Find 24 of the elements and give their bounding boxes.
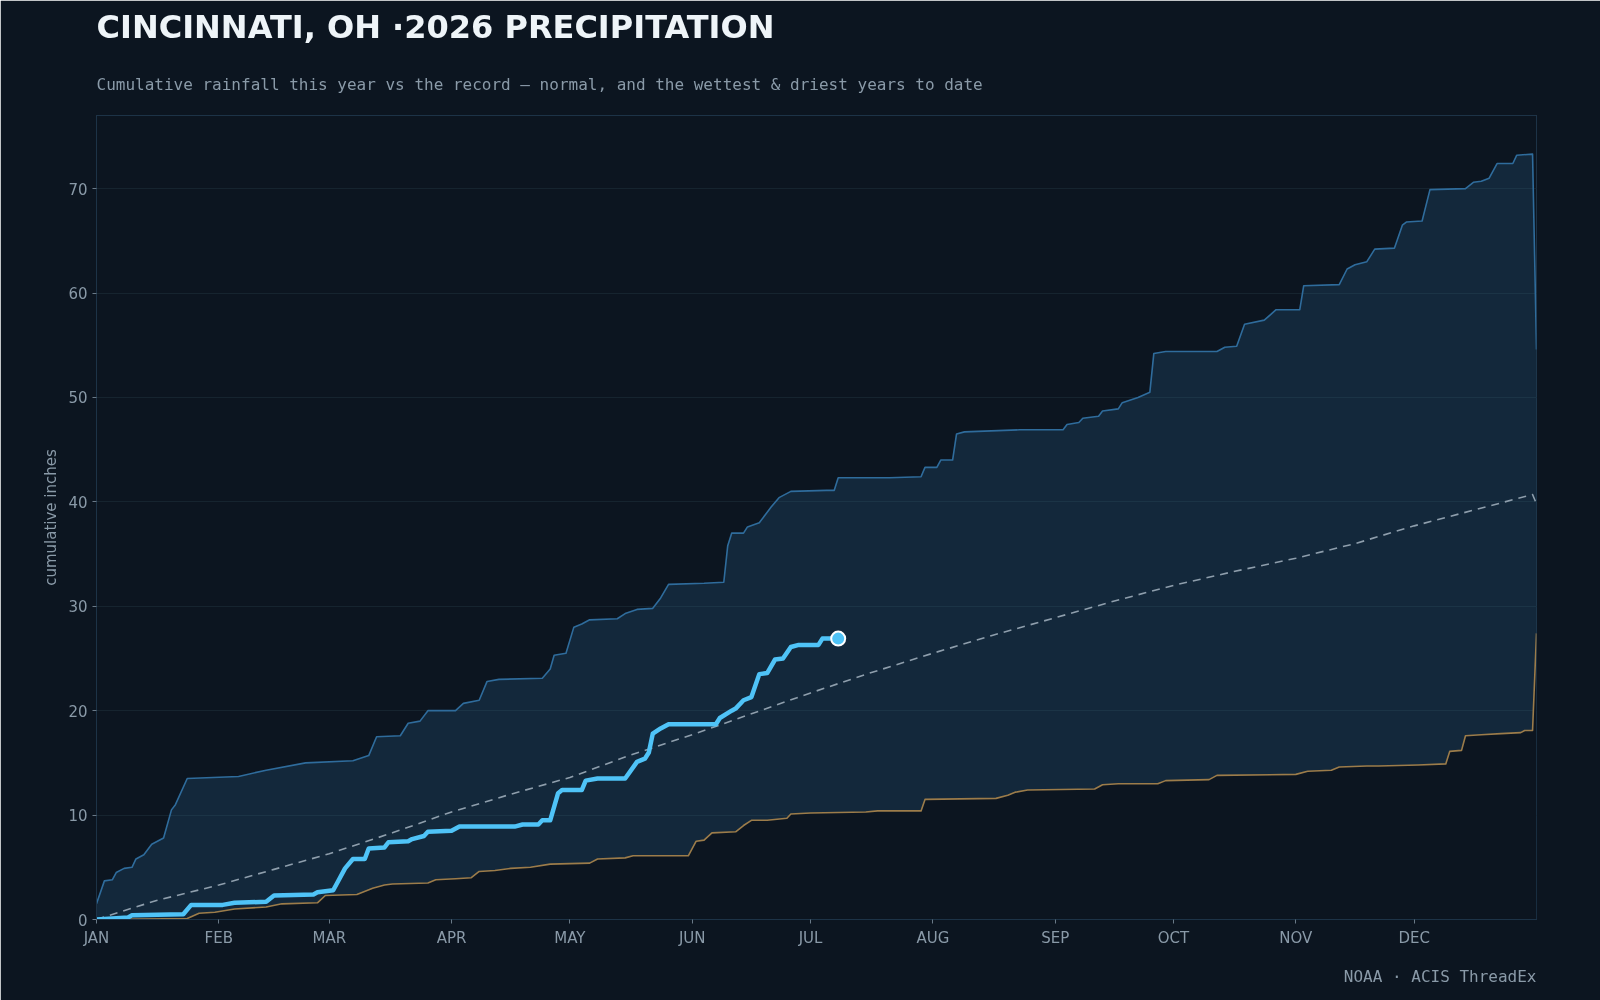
x-tick-label: SEP (1041, 928, 1070, 947)
x-tick-label: MAY (554, 928, 587, 947)
y-tick-label: 10 (68, 807, 88, 826)
x-tick-label: APR (436, 928, 467, 947)
x-tick-label: AUG (916, 928, 950, 947)
y-axis-title: cumulative inches (42, 449, 61, 586)
chart-title: CINCINNATI, OH ·2026 PRECIPITATION (96, 7, 775, 46)
y-tick-label: 0 (77, 911, 88, 930)
y-tick-label: 20 (68, 702, 88, 721)
chart-subtitle: Cumulative rainfall this year vs the record — normal, and the wettest & driest years to date (96, 74, 983, 94)
x-tick-label: JAN (82, 928, 110, 947)
x-tick-label: FEB (204, 928, 234, 947)
y-tick-label: 60 (68, 285, 88, 304)
x-tick-label: OCT (1157, 928, 1191, 947)
x-tick-label: NOV (1279, 928, 1314, 947)
x-tick-label: MAR (312, 928, 347, 947)
y-tick-label: 70 (68, 180, 88, 199)
x-tick-label: JUN (677, 928, 706, 947)
y-tick-label: 30 (68, 598, 88, 617)
y-tick-label: 40 (68, 493, 88, 512)
y-tick-label: 50 (68, 389, 88, 408)
x-tick-label: DEC (1398, 928, 1430, 947)
x-tick-label: JUL (797, 928, 824, 947)
text: NOAA · ACIS ThreadEx (1343, 966, 1537, 986)
